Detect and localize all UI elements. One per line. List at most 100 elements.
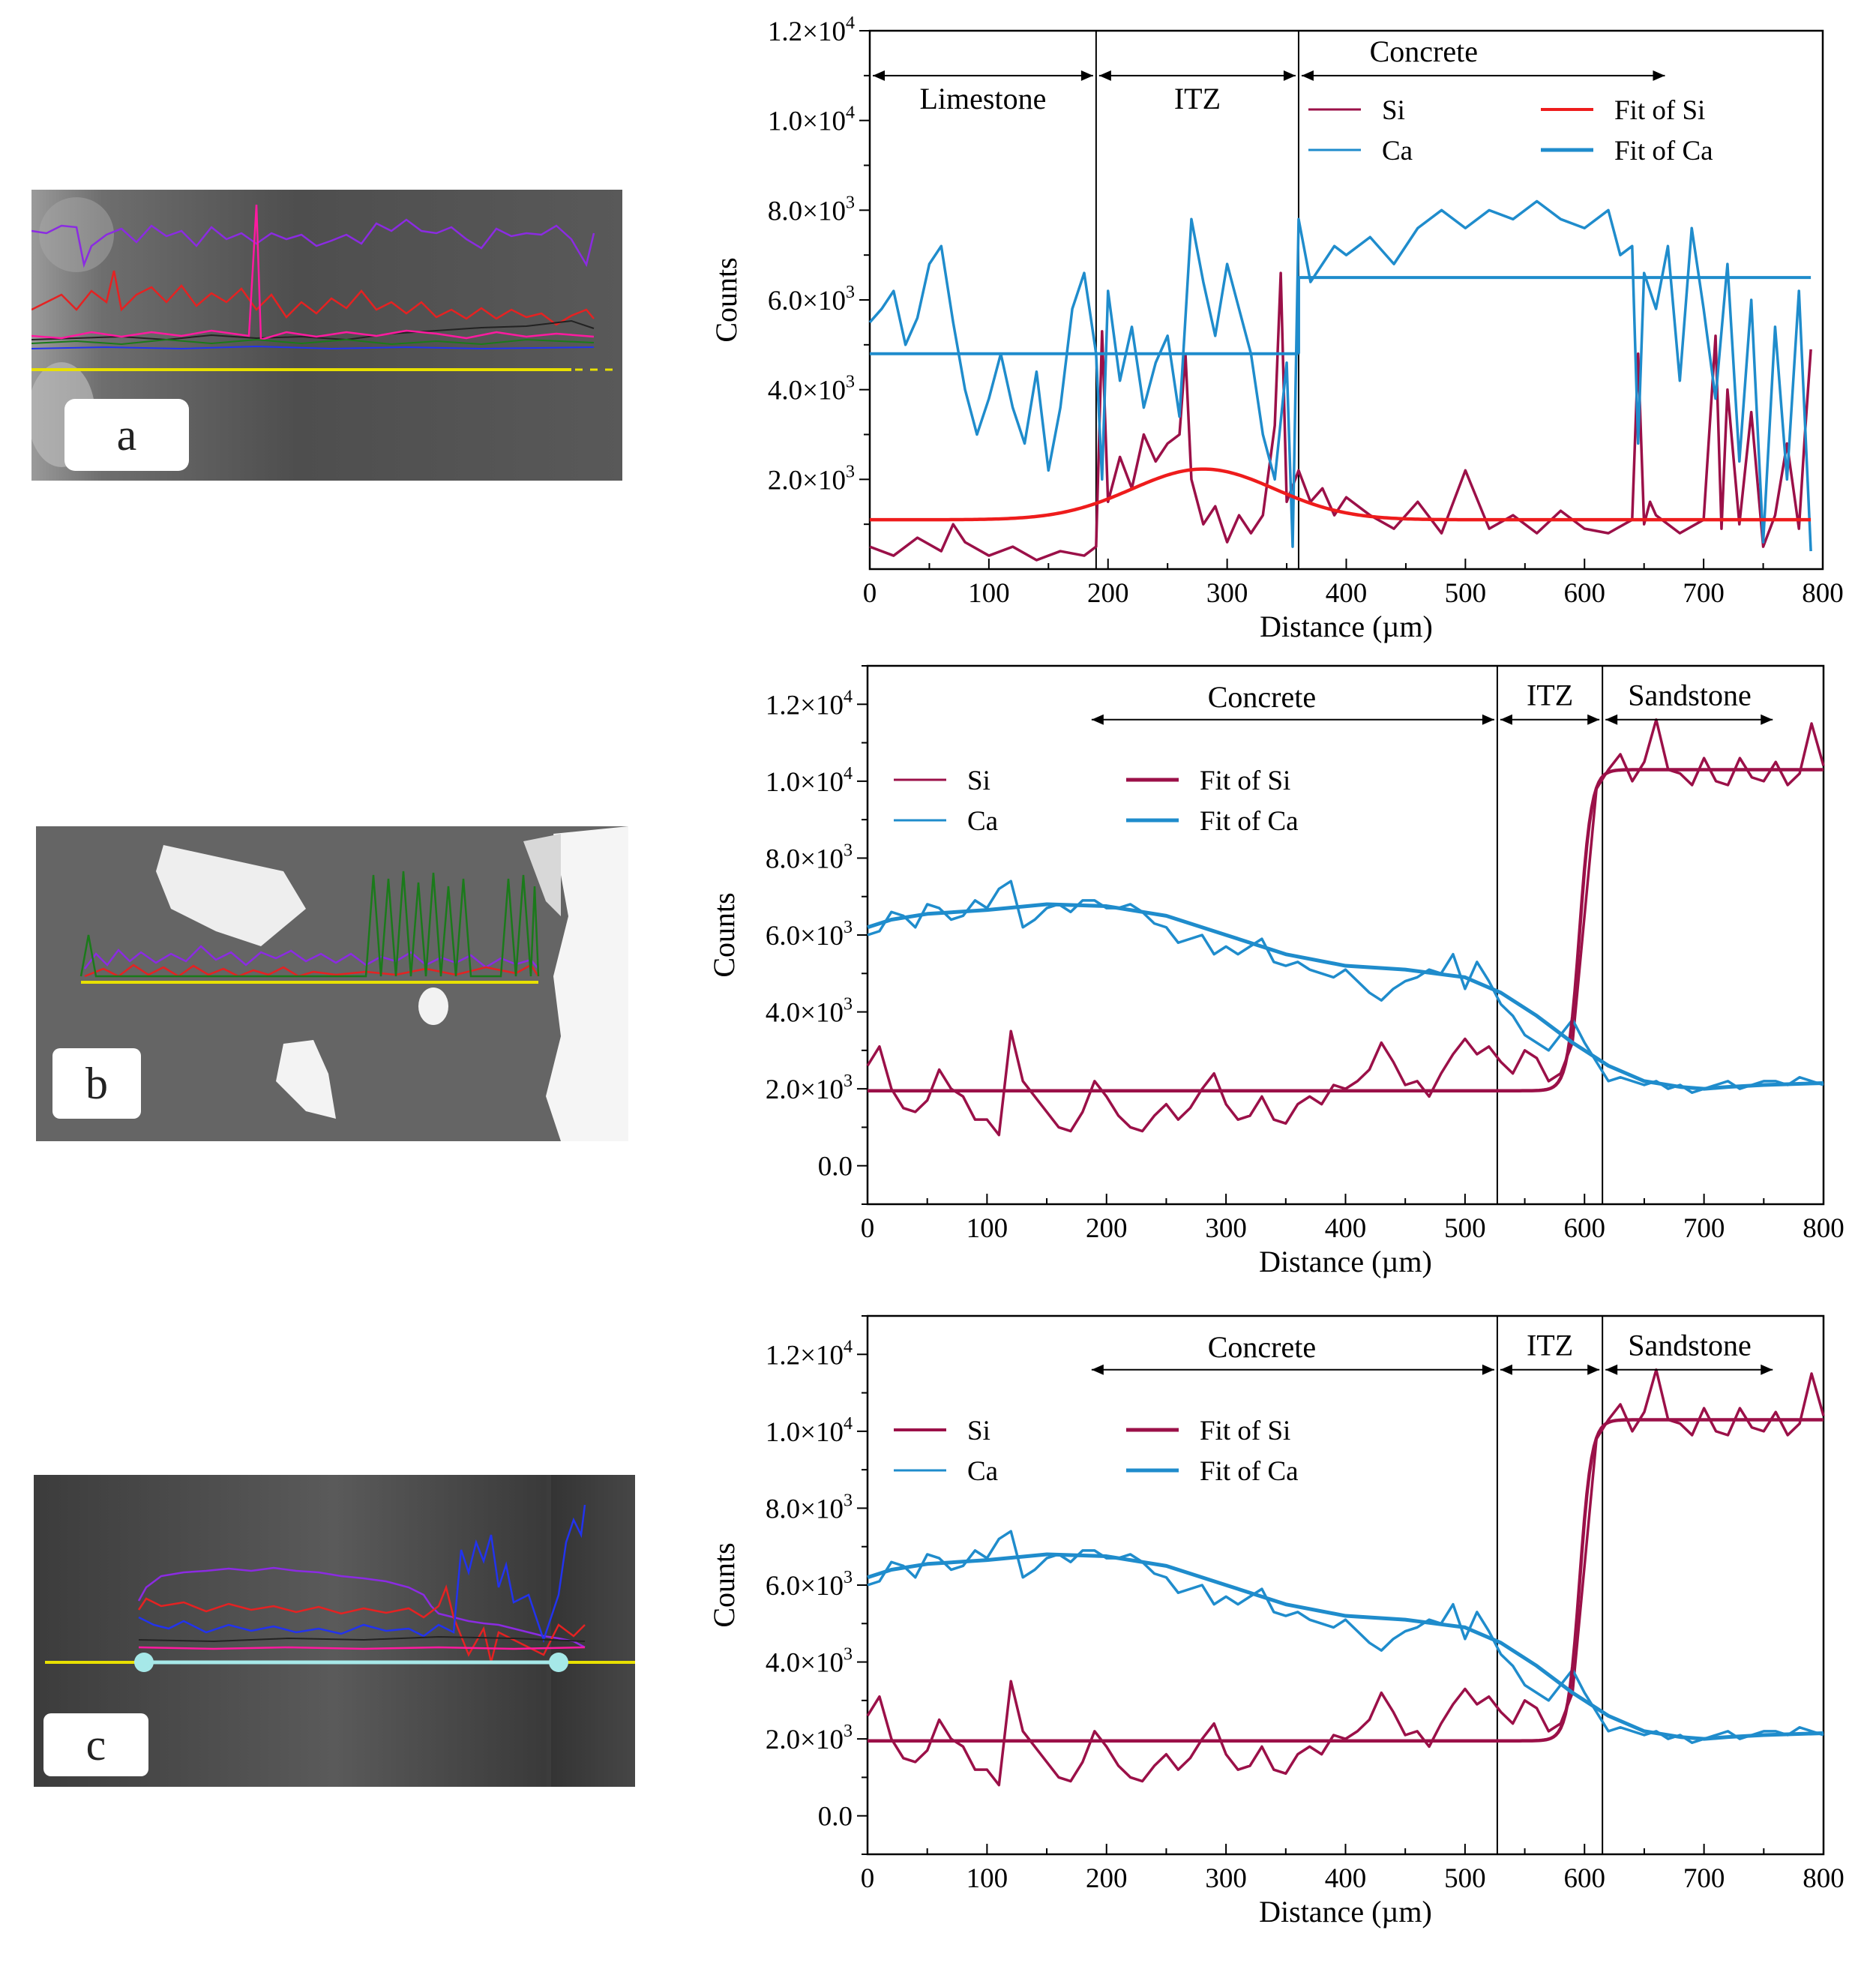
x-tick-label: 400 xyxy=(1326,578,1368,609)
y-tick-label: 8.0×103 xyxy=(766,841,853,874)
zone-arrow-head xyxy=(1098,70,1111,81)
y-tick-label: 2.0×103 xyxy=(768,462,855,496)
x-tick-label: 800 xyxy=(1802,578,1844,609)
x-axis-title: Distance (µm) xyxy=(1259,1245,1432,1278)
zone-arrow-head xyxy=(1605,714,1618,725)
panel-label-c: c xyxy=(43,1713,148,1776)
legend: Si Fit of Si Ca Fit of Ca xyxy=(894,766,1299,837)
y-tick-label: 8.0×103 xyxy=(768,193,855,226)
plot-frame xyxy=(866,664,1825,1206)
y-tick-label: 1.0×104 xyxy=(766,1414,853,1448)
zone-arrow-head xyxy=(1301,70,1314,81)
x-tick-label: 400 xyxy=(1325,1863,1367,1894)
zone-arrow-head xyxy=(1091,714,1104,725)
chart-a: 0 100 200 300 400 500 600 700 800 2.0×103 4.0×103 6… xyxy=(709,13,1844,643)
x-tick-label: 100 xyxy=(968,578,1010,609)
ca-series-line xyxy=(868,199,1812,552)
x-tick-label: 700 xyxy=(1683,1863,1725,1894)
zone-arrow-head xyxy=(1587,714,1600,725)
x-tick-label: 700 xyxy=(1683,1213,1725,1244)
legend-label: Fit of Ca xyxy=(1200,806,1299,837)
y-tick-label: 8.0×103 xyxy=(766,1491,853,1524)
zone-arrow-head xyxy=(1500,714,1512,725)
zone-arrow-head xyxy=(1283,70,1296,81)
x-tick-label: 500 xyxy=(1444,1863,1486,1894)
y-tick-label: 2.0×103 xyxy=(766,1722,853,1755)
x-tick-label: 600 xyxy=(1564,1213,1606,1244)
ca-series-line xyxy=(867,1530,1824,1745)
zone-arrow-head xyxy=(1500,1364,1512,1375)
y-tick-label: 4.0×103 xyxy=(768,373,855,406)
legend-label: Fit of Ca xyxy=(1200,1456,1299,1487)
x-tick-label: 200 xyxy=(1086,1213,1128,1244)
zone-label-itz: ITZ xyxy=(1527,678,1573,712)
y-tick-label: 1.2×104 xyxy=(766,1337,853,1371)
y-tick-label: 0.0 xyxy=(818,1152,853,1182)
y-tick-label: 6.0×103 xyxy=(766,918,853,952)
x-tick-label: 700 xyxy=(1683,578,1725,609)
x-tick-label: 600 xyxy=(1564,578,1606,609)
zone-label-itz: ITZ xyxy=(1174,82,1221,115)
zone-arrow-head xyxy=(1080,70,1093,81)
fit-ca-line xyxy=(867,1552,1824,1741)
x-tick-label: 300 xyxy=(1206,578,1248,609)
legend-label: Fit of Si xyxy=(1200,1416,1290,1446)
zone-label-sandstone: Sandstone xyxy=(1628,678,1751,712)
x-tick-label: 300 xyxy=(1205,1863,1247,1894)
x-tick-label: 200 xyxy=(1086,1863,1128,1894)
zone-arrow-head xyxy=(1761,1364,1773,1375)
legend-label: Ca xyxy=(967,1456,998,1487)
fit-ca-line xyxy=(867,902,1824,1091)
x-tick-label: 200 xyxy=(1087,578,1129,609)
zone-arrow-head xyxy=(1482,1364,1494,1375)
ca-series-line xyxy=(867,880,1824,1095)
zone-arrow-head xyxy=(873,70,885,81)
legend-label: Fit of Si xyxy=(1614,95,1705,126)
zone-arrow-head xyxy=(1653,70,1665,81)
y-axis-title: Counts xyxy=(707,1542,741,1627)
x-axis-title: Distance (µm) xyxy=(1260,610,1433,643)
panel-label-a: a xyxy=(64,399,189,471)
x-tick-label: 500 xyxy=(1445,578,1487,609)
fit-si-line xyxy=(868,768,1824,1092)
zone-label-limestone: Limestone xyxy=(920,82,1047,115)
chart-b: 0 100 200 300 400 500 600 700 800 0.0 2.0×103 4.0×1… xyxy=(707,664,1845,1278)
x-tick-label: 0 xyxy=(861,1863,875,1894)
chart-c: 0 100 200 300 400 500 600 700 800 0.0 2.0×103 4.0×1… xyxy=(707,1314,1845,1929)
x-tick-label: 300 xyxy=(1205,1213,1247,1244)
x-tick-label: 800 xyxy=(1803,1213,1845,1244)
x-tick-label: 100 xyxy=(966,1863,1008,1894)
fit-si-line xyxy=(868,1418,1824,1743)
legend-label: Ca xyxy=(967,806,998,837)
x-tick-label: 600 xyxy=(1564,1863,1606,1894)
zone-label-concrete: Concrete xyxy=(1208,680,1316,714)
legend-label: Fit of Si xyxy=(1200,766,1290,796)
panel-label-b: b xyxy=(52,1048,141,1119)
legend: Si Fit of Si Ca Fit of Ca xyxy=(894,1416,1299,1487)
y-tick-label: 1.2×104 xyxy=(766,687,853,721)
zone-arrow-head xyxy=(1761,714,1773,725)
y-tick-label: 4.0×103 xyxy=(766,1645,853,1679)
y-tick-label: 4.0×103 xyxy=(766,995,853,1029)
x-tick-label: 800 xyxy=(1803,1863,1845,1894)
legend-label: Si xyxy=(1382,95,1405,126)
x-tick-label: 0 xyxy=(861,1213,875,1244)
legend-label: Si xyxy=(967,1416,990,1446)
sem-image-a xyxy=(31,190,622,481)
x-tick-label: 500 xyxy=(1444,1213,1486,1244)
y-tick-label: 1.2×104 xyxy=(768,13,855,47)
y-tick-label: 2.0×103 xyxy=(766,1071,853,1105)
zone-arrow-head xyxy=(1587,1364,1600,1375)
y-tick-label: 6.0×103 xyxy=(766,1568,853,1602)
x-tick-label: 400 xyxy=(1325,1213,1367,1244)
si-series-line xyxy=(866,1368,1825,1787)
y-tick-label: 1.0×104 xyxy=(768,103,855,137)
y-tick-label: 0.0 xyxy=(818,1802,853,1833)
zone-label-itz: ITZ xyxy=(1527,1328,1573,1362)
legend: Si Fit of Si Ca Fit of Ca xyxy=(1308,95,1713,166)
fit-si-line xyxy=(869,467,1812,522)
zone-label-concrete: Concrete xyxy=(1208,1330,1316,1364)
si-series-line xyxy=(866,718,1825,1137)
legend-label: Fit of Ca xyxy=(1614,136,1713,166)
